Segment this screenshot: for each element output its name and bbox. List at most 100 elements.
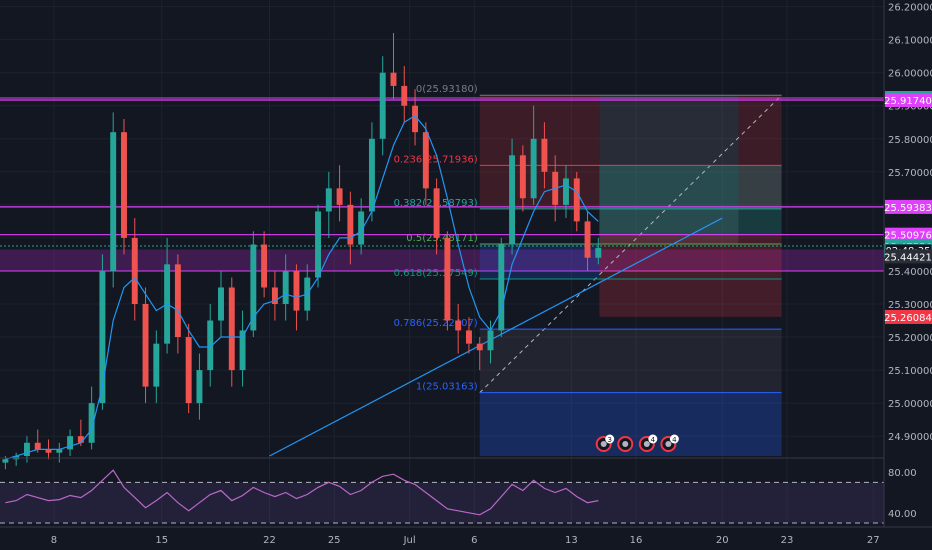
event-count-text: 4 (672, 436, 677, 444)
x-tick-label: 23 (781, 535, 794, 546)
x-tick-label: 25 (328, 535, 341, 546)
price-label-box (885, 309, 932, 324)
candle-body (23, 442, 30, 456)
y-tick-label: 26.10000 (888, 36, 932, 47)
candle-body (56, 449, 63, 453)
x-tick-label: 8 (51, 535, 57, 546)
candle-body (121, 132, 127, 238)
candle-body (315, 211, 321, 278)
candle-body (250, 244, 257, 331)
y-tick-label: 24.90000 (888, 432, 932, 443)
candle-body (196, 370, 203, 404)
candle-body (131, 237, 138, 304)
position-risk-red (599, 234, 782, 317)
x-tick-label: 20 (716, 535, 729, 546)
x-tick-label: 16 (630, 535, 643, 546)
y-tick-label: 25.70000 (888, 168, 932, 179)
candle-body (368, 138, 375, 212)
event-dot (600, 441, 607, 447)
candle-body (88, 403, 95, 443)
long-zone-blue (479, 243, 600, 280)
y-tick-label: 25.00000 (888, 399, 932, 410)
price-label: 25.44421 (884, 252, 932, 263)
short-zone-red (479, 95, 600, 209)
x-tick-label: 22 (263, 535, 276, 546)
x-tick-label: Jul (403, 535, 416, 546)
event-markers[interactable]: 3 4 4 (595, 434, 679, 452)
candle-body (444, 237, 451, 321)
fib-level-label: 0.786(25.22407) (394, 318, 478, 329)
position-tools (479, 94, 782, 456)
candle-body (379, 72, 386, 139)
candle-body (228, 287, 235, 371)
y-tick-label: 26.20000 (888, 3, 932, 14)
price-label: 25.59383 (884, 203, 932, 214)
fib-level-label: 1(25.03163) (416, 382, 478, 393)
rsi-tick-label: 80.00 (888, 468, 917, 479)
candle-body (433, 188, 440, 238)
candle-body (325, 188, 332, 212)
candle-body (153, 343, 160, 387)
candle-body (293, 270, 300, 311)
candle-body (390, 72, 397, 86)
candle-body (519, 155, 526, 199)
rsi-band (0, 482, 884, 523)
candle-body (584, 221, 591, 258)
horizontal-lines (0, 97, 884, 247)
event-dot (643, 441, 650, 447)
candle-body (347, 204, 354, 245)
candle-body (67, 436, 74, 450)
candle-body (336, 188, 343, 205)
candle-body (45, 449, 52, 453)
candle-body (239, 330, 246, 371)
fib-level-label: 0.618(25.37549) (394, 268, 478, 279)
event-dot (665, 441, 672, 447)
fib-level-label: 0(25.93180) (416, 84, 478, 95)
candle-body (174, 264, 181, 338)
trendline (269, 217, 723, 457)
candle-body (541, 138, 548, 172)
candle-body (530, 138, 537, 199)
candle-body (476, 343, 483, 351)
price-label-box (885, 92, 932, 107)
event-count-badge (648, 434, 658, 444)
position-target-green (599, 165, 782, 235)
candle-body (261, 244, 268, 288)
price-label: 25.50976 (884, 231, 932, 242)
candle-body (401, 85, 408, 106)
event-count-text: 3 (607, 436, 611, 444)
moving-average (5, 114, 599, 460)
fibonacci-retracement: 0(25.93180)0.236(25.71936)0.382(25.58793… (394, 84, 782, 394)
zone-band (0, 249, 884, 271)
candle-body (207, 320, 214, 371)
rsi-pane (0, 457, 884, 524)
candle-body (563, 178, 569, 205)
rsi-line (5, 469, 599, 516)
price-label: 25.91740 (884, 96, 932, 107)
candle-body (142, 304, 149, 387)
price-label-box (885, 249, 932, 264)
rsi-tick-label: 40.00 (888, 509, 917, 520)
event-dot (622, 441, 629, 447)
price-label-box (885, 227, 932, 242)
y-tick-label: 25.40000 (888, 267, 932, 278)
price-label: 25.26084 (884, 313, 932, 324)
candle-body (77, 436, 84, 443)
event-count-text: 4 (651, 436, 656, 444)
candle-body (282, 270, 289, 304)
y-tick-label: 25.30000 (888, 300, 932, 311)
y-tick-label: 25.80000 (888, 135, 932, 146)
candle-body (110, 132, 117, 271)
candle-body (218, 287, 224, 321)
candle-body (412, 105, 419, 133)
candle-body (271, 287, 278, 304)
price-label-box (885, 199, 932, 214)
candle-body (509, 155, 516, 245)
x-tick-label: 15 (155, 535, 168, 546)
candle-body (498, 244, 505, 331)
support-zone (0, 249, 884, 272)
event-count-badge (669, 434, 679, 444)
x-tick-label: 27 (867, 535, 880, 546)
candle-body (422, 132, 429, 189)
